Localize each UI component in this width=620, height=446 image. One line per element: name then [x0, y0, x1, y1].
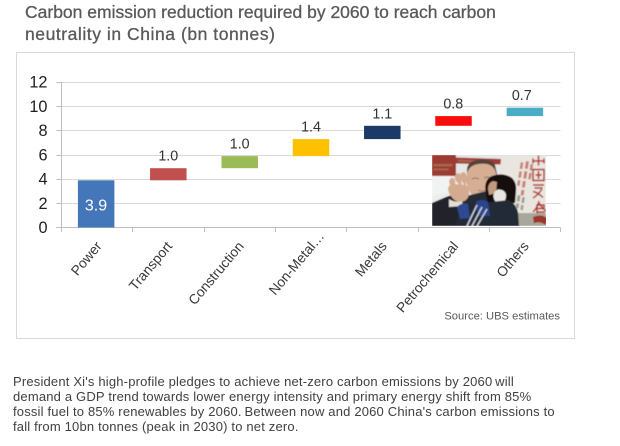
svg-text:Construction: Construction: [186, 239, 247, 308]
svg-text:Petrochemical: Petrochemical: [394, 239, 462, 316]
svg-text:4: 4: [38, 171, 47, 189]
svg-text:Metals: Metals: [352, 239, 390, 280]
svg-text:Power: Power: [68, 238, 105, 278]
svg-text:1.0: 1.0: [230, 137, 250, 153]
svg-text:2: 2: [38, 195, 47, 213]
svg-text:12: 12: [29, 74, 47, 92]
svg-text:Others: Others: [494, 239, 532, 280]
svg-text:Transport: Transport: [126, 239, 175, 294]
svg-text:1.4: 1.4: [301, 120, 321, 136]
svg-text:6: 6: [38, 146, 47, 164]
svg-text:0.8: 0.8: [443, 97, 463, 113]
svg-text:0.7: 0.7: [512, 88, 532, 104]
svg-text:1.0: 1.0: [158, 149, 178, 165]
svg-text:10: 10: [29, 98, 47, 116]
svg-text:Non-Metal…: Non-Metal…: [266, 229, 327, 298]
svg-text:1.1: 1.1: [372, 106, 392, 122]
svg-text:3.9: 3.9: [85, 198, 107, 215]
svg-text:0: 0: [38, 219, 47, 237]
svg-text:8: 8: [38, 122, 47, 140]
svg-text:Source: UBS estimates: Source: UBS estimates: [444, 311, 560, 323]
